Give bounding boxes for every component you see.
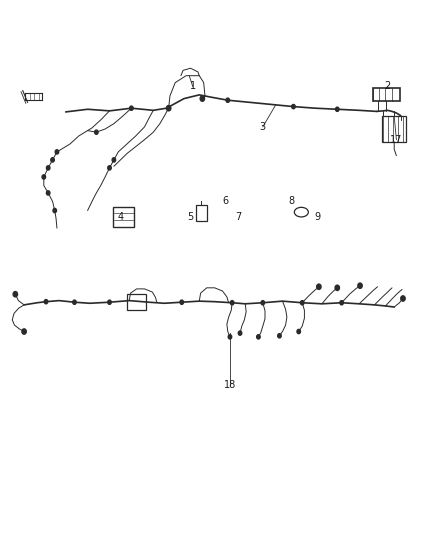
Circle shape [112,158,116,162]
Text: 17: 17 [390,135,403,144]
Circle shape [180,300,184,304]
Text: 9: 9 [314,213,321,222]
Circle shape [401,296,405,301]
Circle shape [238,331,242,335]
Circle shape [226,98,230,102]
Circle shape [167,106,170,110]
Text: 3: 3 [260,122,266,132]
Circle shape [228,335,232,339]
Circle shape [336,107,339,111]
Circle shape [200,96,205,101]
Circle shape [22,329,26,334]
Circle shape [44,300,48,304]
Bar [196,205,207,221]
Circle shape [278,334,281,338]
Bar [113,207,134,227]
Circle shape [300,301,304,305]
Text: 2: 2 [385,82,391,91]
Circle shape [46,191,50,195]
Circle shape [95,130,98,134]
Circle shape [51,158,54,162]
Text: 1: 1 [190,82,196,91]
Circle shape [317,284,321,289]
Circle shape [297,329,300,334]
Circle shape [166,106,171,111]
Circle shape [230,301,234,305]
Circle shape [73,300,76,304]
Bar [127,294,146,310]
Circle shape [340,301,343,305]
Bar [382,116,406,142]
Text: 7: 7 [236,213,242,222]
Text: 18: 18 [224,380,236,390]
Text: 8: 8 [288,197,294,206]
Circle shape [257,335,260,339]
Text: 5: 5 [187,213,194,222]
Circle shape [292,104,295,109]
Text: 6: 6 [223,197,229,206]
Circle shape [108,166,111,170]
Circle shape [335,285,339,290]
Circle shape [13,292,18,297]
Circle shape [261,301,265,305]
Circle shape [108,300,111,304]
Circle shape [53,208,57,213]
Bar [373,88,400,101]
Circle shape [358,283,362,288]
Text: 4: 4 [117,213,124,222]
Circle shape [42,175,46,179]
Circle shape [130,106,133,110]
Circle shape [55,150,59,154]
Circle shape [46,166,50,170]
